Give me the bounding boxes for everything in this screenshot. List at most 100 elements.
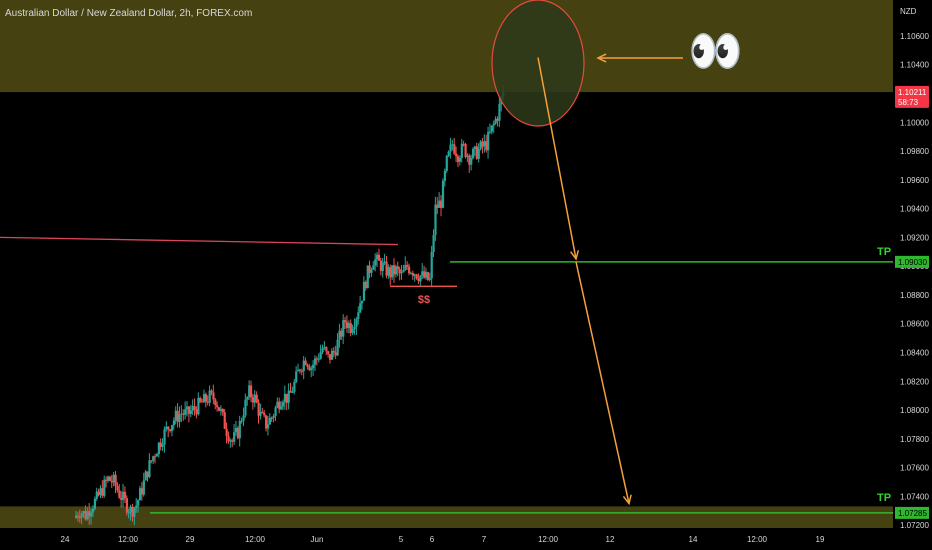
candle-body [325, 347, 328, 352]
candle-body [297, 369, 300, 372]
candle-body [312, 364, 315, 369]
candle-body [191, 406, 194, 411]
candle-body [261, 411, 264, 413]
candle-body [90, 512, 93, 517]
candle-body [155, 454, 159, 457]
candle-body [336, 339, 339, 356]
level-lines [0, 236, 893, 514]
candle-body [152, 456, 155, 461]
candle-body [430, 251, 433, 279]
candle-body [253, 394, 256, 403]
candle-body [233, 432, 236, 442]
candle-body [426, 272, 430, 280]
candle-body [216, 405, 219, 408]
candle-body [265, 415, 268, 429]
candle-body [274, 407, 277, 416]
candle-body [88, 511, 91, 517]
candle-body [231, 440, 234, 442]
candle-body [470, 158, 473, 165]
price-zones [0, 0, 893, 528]
candle-body [329, 354, 332, 360]
candle-body [167, 426, 170, 430]
x-tick-label: Jun [311, 535, 324, 544]
candle-body [496, 118, 499, 121]
candle-body [359, 303, 362, 313]
candle-body [105, 479, 108, 481]
x-tick-label: 19 [816, 535, 825, 544]
candle-body [251, 397, 255, 403]
y-tick-label: 1.09800 [900, 147, 929, 156]
candle-body [187, 406, 191, 414]
x-tick-label: 5 [399, 535, 404, 544]
candle-body [268, 417, 272, 425]
candle-body [340, 330, 343, 337]
candle-body [295, 371, 298, 383]
candle-body [334, 352, 337, 356]
candle-body [402, 269, 405, 273]
candle-body [201, 401, 204, 403]
candle-body [370, 269, 373, 273]
candle-body [424, 272, 428, 278]
projection-arrow-2-head [622, 494, 632, 506]
candle-body [383, 261, 386, 264]
candle-body [411, 273, 415, 276]
candle-body [415, 274, 418, 279]
tp-price-badge-upper [895, 255, 929, 268]
candle-body [368, 265, 371, 273]
currency-label: NZD [900, 7, 917, 16]
candle-body [76, 515, 80, 518]
candle-body [419, 275, 422, 282]
candle-body [362, 281, 366, 301]
candle-body [364, 281, 367, 289]
candle-body [315, 358, 319, 360]
candle-body [492, 123, 495, 126]
candle-body [483, 141, 486, 147]
candle-body [202, 394, 206, 403]
candle-body [131, 506, 134, 517]
candle-body [112, 474, 115, 483]
time-axis-bg [0, 529, 893, 550]
x-tick-label: 12:00 [245, 535, 266, 544]
tp-price-badge-upper-text: 1.09030 [898, 258, 927, 267]
candle-body [481, 141, 484, 147]
y-tick-label: 1.07800 [900, 435, 929, 444]
candle-body [184, 409, 187, 415]
candle-body [488, 131, 492, 133]
x-tick-label: 7 [482, 535, 487, 544]
x-tick-label: 14 [689, 535, 698, 544]
candle-body [400, 272, 403, 274]
candle-body [101, 488, 104, 496]
candle-body [453, 144, 456, 154]
y-tick-label: 1.07600 [900, 464, 929, 473]
drawings [491, 0, 683, 506]
y-tick-label: 1.08400 [900, 348, 929, 357]
candle-body [186, 406, 189, 410]
candle-body [159, 442, 162, 447]
candle-body [148, 460, 151, 478]
candle-body [330, 350, 334, 360]
candle-body [123, 491, 127, 499]
candle-body [409, 273, 413, 275]
x-tick-label: 12:00 [118, 535, 139, 544]
candle-body [161, 444, 164, 447]
candle-body [472, 148, 475, 159]
candle-body [440, 200, 443, 208]
candle-body [118, 490, 121, 498]
candle-body [75, 515, 78, 518]
candle-body [361, 300, 364, 304]
candle-body [97, 491, 100, 496]
eyes-icon: 👀 [688, 26, 743, 77]
candle-body [108, 476, 112, 481]
candle-body [494, 118, 497, 124]
candle-body [396, 266, 399, 270]
candle-body [458, 158, 462, 162]
candle-body [257, 402, 260, 416]
candle-body [445, 155, 448, 171]
projection-arrow-2 [575, 261, 630, 504]
candle-body [244, 399, 247, 416]
candle-body [248, 385, 251, 398]
y-tick-label: 1.10400 [900, 61, 929, 70]
candle-body [408, 266, 411, 274]
candle-body [436, 204, 439, 208]
